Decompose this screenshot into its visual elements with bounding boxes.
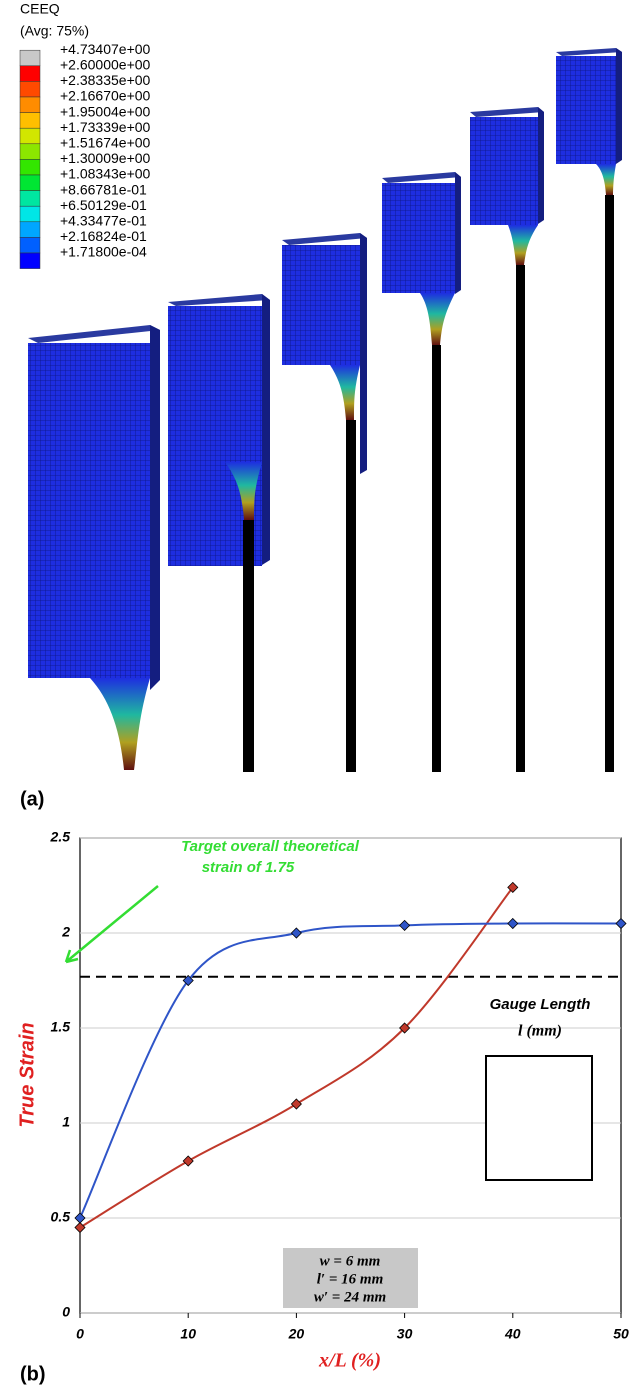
- parameter: w′ = 24 mm: [314, 1289, 386, 1305]
- specimen: [28, 325, 160, 770]
- annotation-arrow: [64, 885, 159, 964]
- fe-specimens: [28, 48, 622, 772]
- marker: [507, 881, 519, 893]
- legend-swatch: [19, 174, 41, 191]
- y-tick-label: 1.5: [51, 1019, 71, 1035]
- legend-entry: +4.33477e-01: [60, 213, 147, 229]
- legend-swatch: [19, 65, 41, 82]
- legend-swatch: [19, 252, 41, 269]
- legend-box: [485, 1055, 593, 1181]
- marker: [74, 1212, 86, 1224]
- x-tick-label: 30: [397, 1326, 413, 1342]
- parameter-box: [283, 1248, 418, 1308]
- legend-swatch: [19, 221, 41, 238]
- legend-swatch: [19, 143, 41, 160]
- legend-swatch: [19, 190, 41, 207]
- annotation: strain of 1.75: [202, 859, 295, 876]
- legend-entry: +4.73407e+00: [60, 41, 151, 57]
- annotation: Target overall theoretical: [181, 838, 360, 855]
- marker: [399, 1022, 411, 1034]
- legend-entry: +1.73339e+00: [60, 119, 151, 135]
- marker: [290, 927, 302, 939]
- x-axis-label: x/L (%): [318, 1350, 381, 1372]
- marker: [290, 1098, 302, 1110]
- marker: [615, 917, 627, 930]
- legend-swatch: [19, 112, 41, 129]
- y-axis-label: True Strain: [16, 1022, 38, 1127]
- specimen: [556, 48, 622, 772]
- legend-swatch: [19, 205, 41, 223]
- x-tick-label: 20: [288, 1326, 305, 1342]
- marker: [74, 1221, 86, 1234]
- legend-swatch: [19, 81, 41, 98]
- y-tick-label: 2.5: [50, 829, 71, 845]
- y-tick-label: 1: [62, 1114, 70, 1130]
- color-legend: +4.73407e+00+2.60000e+00+2.38335e+00+2.1…: [19, 41, 151, 269]
- legend-entry: +2.38335e+00: [60, 72, 151, 88]
- legend-swatch: [19, 159, 41, 176]
- x-tick-label: 0: [76, 1326, 84, 1342]
- specimen: [382, 172, 461, 772]
- marker: [182, 1155, 194, 1167]
- legend-entry: +1.71800e-04: [60, 244, 147, 260]
- plot: 00.511.522.501020304050636: [50, 829, 629, 1342]
- panel-label: (a): [20, 788, 44, 810]
- legend-entry: +6.50129e-01: [60, 197, 147, 213]
- specimen: [282, 233, 367, 772]
- panel-label: (b): [20, 1363, 46, 1385]
- y-tick-label: 0: [62, 1304, 70, 1320]
- legend-swatch: [19, 237, 41, 254]
- marker: [507, 917, 519, 930]
- parameter: w = 6 mm: [320, 1253, 381, 1269]
- marker: [399, 919, 411, 931]
- legend-title: l (mm): [518, 1023, 562, 1040]
- legend-title: Gauge Length: [490, 996, 591, 1013]
- x-tick-label: 10: [180, 1326, 196, 1342]
- legend-subtitle: (Avg: 75%): [20, 23, 89, 39]
- y-tick-label: 0.5: [51, 1209, 71, 1225]
- specimen: [470, 107, 544, 772]
- legend-entry: +2.16824e-01: [60, 228, 147, 244]
- legend-entry: +2.60000e+00: [60, 57, 151, 73]
- legend-entry: +1.30009e+00: [60, 150, 151, 166]
- parameter: l′ = 16 mm: [317, 1271, 384, 1287]
- specimen: [168, 294, 270, 772]
- x-tick-label: 50: [613, 1326, 629, 1342]
- legend-entry: +8.66781e-01: [60, 181, 147, 197]
- x-tick-label: 40: [504, 1326, 521, 1342]
- legend-swatch: [19, 96, 41, 113]
- legend-entry: +1.95004e+00: [60, 103, 151, 119]
- legend-swatch: [19, 127, 41, 145]
- legend-entry: +2.16670e+00: [60, 88, 151, 104]
- legend-swatch: [19, 49, 41, 67]
- marker: [182, 974, 194, 987]
- legend-title: CEEQ: [20, 1, 60, 17]
- y-tick-label: 2: [61, 924, 70, 940]
- legend-entry: +1.51674e+00: [60, 135, 151, 151]
- legend-entry: +1.08343e+00: [60, 166, 151, 182]
